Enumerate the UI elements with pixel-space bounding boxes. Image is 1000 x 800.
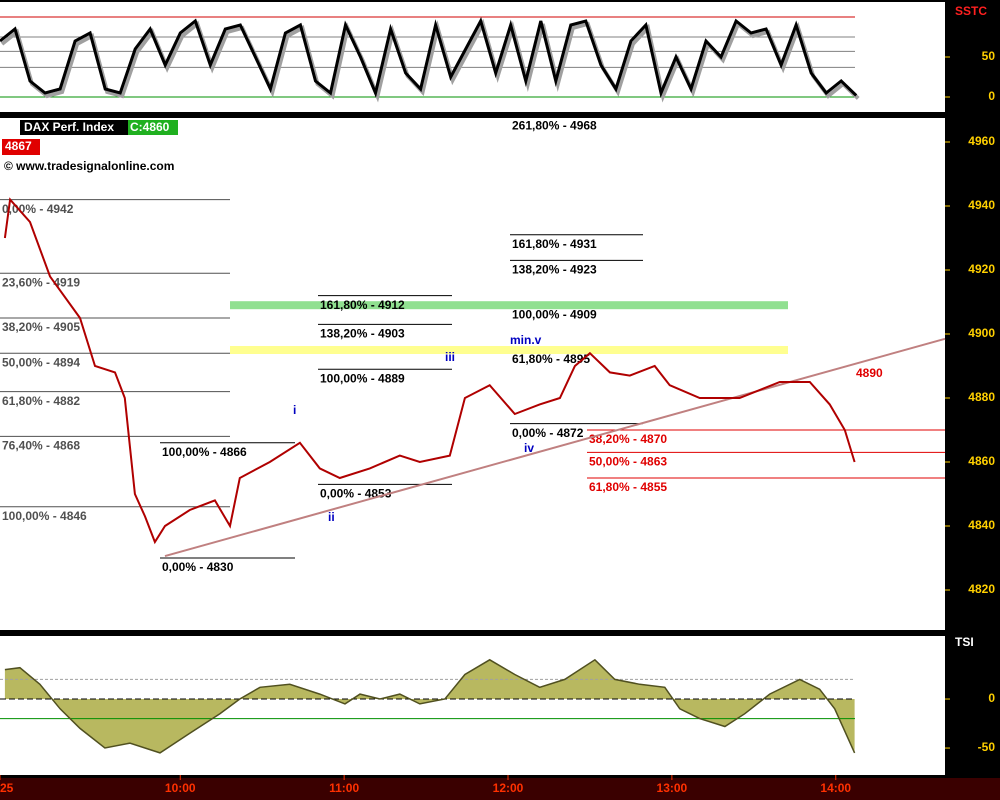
x-tick-label: 25 [0, 781, 14, 795]
fib-label: 138,20% - 4903 [320, 327, 405, 341]
y-tick-label: 0 [988, 691, 995, 705]
fib-label: 0,00% - 4872 [512, 426, 584, 440]
panel-title: SSTC [955, 4, 987, 18]
wave-label: min.v [510, 333, 542, 347]
fib-label: 76,40% - 4868 [2, 439, 80, 453]
separator [0, 630, 945, 636]
wave-label: iii [445, 350, 455, 364]
x-tick-label: 12:00 [493, 781, 524, 795]
fib-label: 161,80% - 4931 [512, 237, 597, 251]
y-tick-label: 50 [982, 49, 996, 63]
tsi-line [4, 658, 856, 754]
price-tag: 4867 [5, 139, 32, 153]
close-label: C:4860 [130, 120, 170, 134]
price-panel [0, 118, 945, 630]
fib-label: 100,00% - 4866 [162, 445, 247, 459]
time-axis [0, 778, 1000, 800]
fib-band [230, 301, 788, 310]
fib-label: 23,60% - 4919 [2, 275, 80, 289]
y-tick-label: 4920 [968, 262, 995, 276]
wave-label: i [293, 403, 296, 417]
x-tick-label: 14:00 [820, 781, 851, 795]
chart-title: DAX Perf. Index [24, 120, 114, 134]
y-tick-label: 4940 [968, 198, 995, 212]
fib-label: 100,00% - 4909 [512, 307, 597, 321]
fib-label: 138,20% - 4923 [512, 263, 597, 277]
title-box [20, 120, 128, 135]
fib-label: 0,00% - 4853 [320, 487, 392, 501]
y-tick-label: 4900 [968, 326, 995, 340]
y-tick-label: 4860 [968, 454, 995, 468]
fib-label: 61,80% - 4855 [589, 480, 667, 494]
y-tick-label: 4880 [968, 390, 995, 404]
panel-title: TSI [955, 635, 974, 649]
y-tick-label: 4960 [968, 134, 995, 148]
wave-label: iv [524, 441, 534, 455]
ssto-panel [0, 2, 945, 112]
y-tick-label: 0 [988, 89, 995, 103]
tsi-area [4, 659, 855, 753]
fib-label: 38,20% - 4870 [589, 432, 667, 446]
fib-label: 261,80% - 4968 [512, 119, 597, 133]
y-tick-label: 4840 [968, 518, 995, 532]
x-tick-label: 11:00 [329, 781, 359, 795]
fib-label: 38,20% - 4905 [2, 320, 80, 334]
fib-label: 50,00% - 4894 [2, 355, 80, 369]
y-tick-label: -50 [978, 740, 996, 754]
fib-label: 50,00% - 4863 [589, 455, 667, 469]
trendline [164, 337, 946, 558]
wave-label: ii [328, 510, 335, 524]
fib-label: 61,80% - 4895 [512, 352, 590, 366]
ssto-line [0, 17, 858, 98]
fib-label: 61,80% - 4882 [2, 394, 80, 408]
close-box [128, 120, 178, 135]
x-tick-label: 13:00 [657, 781, 688, 795]
fib-label: 100,00% - 4846 [2, 509, 87, 523]
trend-value: 4890 [856, 366, 883, 380]
x-tick-label: 10:00 [165, 781, 196, 795]
price-line [3, 197, 856, 545]
fib-label: 0,00% - 4830 [162, 560, 234, 574]
watermark: © www.tradesignalonline.com [4, 159, 174, 173]
fib-label: 100,00% - 4889 [320, 371, 405, 385]
y-tick-label: 4820 [968, 582, 995, 596]
fib-label: 0,00% - 4942 [2, 202, 74, 216]
fib-label: 161,80% - 4912 [320, 298, 405, 312]
separator [0, 112, 945, 118]
fib-band [230, 346, 788, 354]
price-tag-box [2, 139, 40, 155]
